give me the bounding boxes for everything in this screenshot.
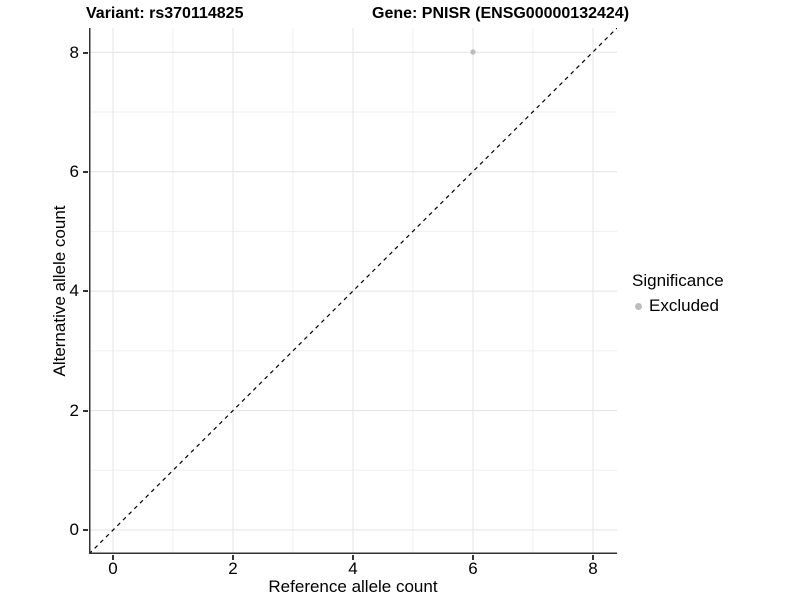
legend-title: Significance: [632, 271, 724, 290]
gene-title: Gene: PNISR (ENSG00000132424): [372, 5, 630, 22]
y-tick-label: 2: [69, 401, 79, 420]
x-tick-mark: [472, 555, 474, 560]
y-tick-mark: [83, 290, 88, 292]
y-tick-label: 4: [69, 281, 79, 300]
y-tick-label: 6: [69, 162, 79, 181]
x-tick-label: 8: [588, 559, 598, 578]
x-tick-mark: [592, 555, 594, 560]
y-tick-mark: [83, 171, 88, 173]
legend-entry-excluded: Excluded: [632, 296, 724, 316]
data-point-excluded: [470, 49, 476, 55]
y-tick-mark: [83, 410, 88, 412]
x-tick-mark: [352, 555, 354, 560]
x-axis-title: Reference allele count: [268, 577, 438, 596]
variant-title: Variant: rs370114825: [86, 5, 244, 22]
x-tick-label: 0: [108, 559, 118, 578]
major-gridlines: [89, 28, 617, 554]
x-tick-label: 4: [348, 559, 358, 578]
plot-panel: [89, 28, 617, 554]
y-tick-label: 0: [69, 520, 79, 539]
y-tick-mark: [83, 529, 88, 531]
scatter-plot-canvas: [89, 28, 617, 554]
x-tick-mark: [232, 555, 234, 560]
y-tick-mark: [83, 52, 88, 54]
excluded-dot-icon: [635, 302, 642, 310]
legend-entry-label: Excluded: [649, 296, 719, 315]
x-tick-label: 6: [468, 559, 478, 578]
legend: Significance Excluded: [632, 271, 724, 316]
x-tick-mark: [112, 555, 114, 560]
x-tick-label: 2: [228, 559, 238, 578]
y-tick-label: 8: [69, 43, 79, 62]
